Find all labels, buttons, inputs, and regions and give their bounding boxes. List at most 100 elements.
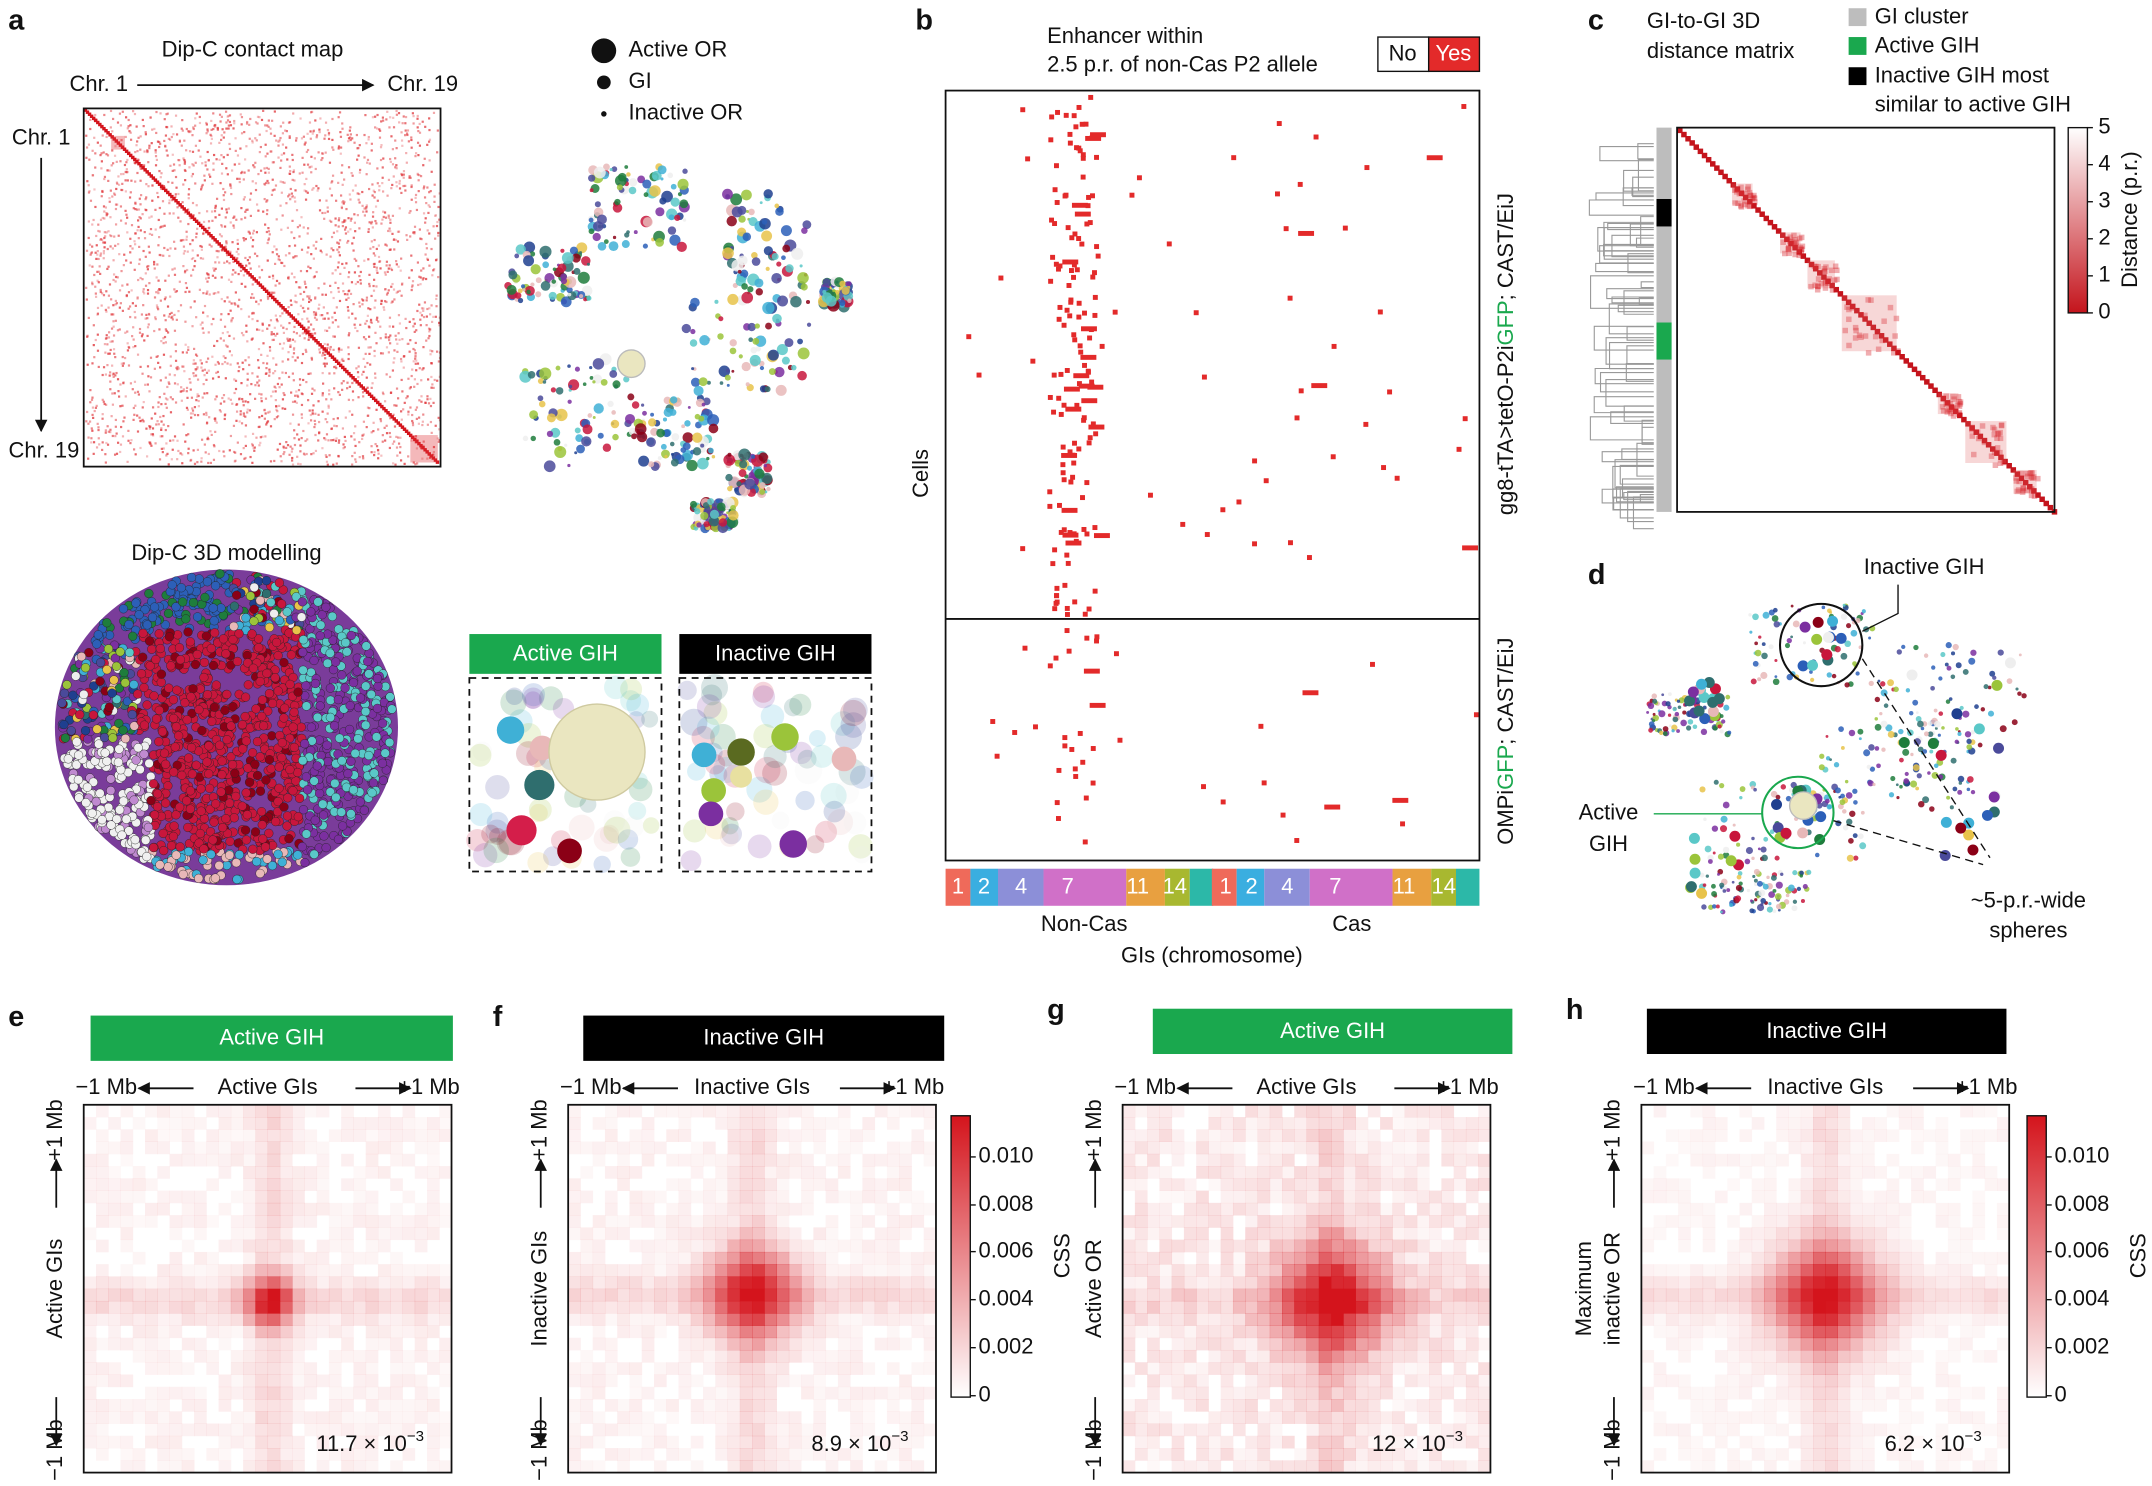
contact (344, 232, 348, 235)
contact (302, 378, 305, 382)
contact (416, 309, 419, 313)
contact (272, 372, 275, 375)
contact (310, 253, 313, 256)
contact (257, 384, 260, 387)
contact (118, 289, 122, 292)
contact (106, 443, 110, 446)
bead (681, 424, 686, 429)
legend-label: Inactive OR (629, 100, 744, 125)
diagonal (110, 135, 114, 139)
bead (539, 245, 552, 258)
contact (284, 371, 287, 375)
contact (177, 216, 180, 219)
contact (353, 141, 356, 144)
contact (392, 413, 395, 416)
contact (314, 247, 318, 250)
diagonal (145, 170, 149, 174)
contact (119, 302, 122, 305)
contact (242, 274, 245, 277)
contact (170, 316, 173, 319)
bead (612, 203, 623, 213)
bead (724, 374, 731, 381)
contact (129, 191, 132, 194)
contact (243, 239, 246, 242)
contact (337, 350, 341, 353)
contact (183, 168, 187, 172)
bead (669, 408, 677, 416)
contact (429, 353, 432, 356)
contact (296, 433, 299, 436)
contact (189, 412, 193, 415)
contact (264, 181, 268, 185)
contact (136, 140, 139, 143)
contact (180, 127, 183, 130)
contact (268, 233, 271, 236)
diagonal (201, 225, 205, 230)
contact (205, 272, 209, 275)
contact (392, 288, 396, 291)
contact (106, 267, 109, 271)
diagonal (277, 301, 281, 306)
bead (588, 217, 594, 223)
contact (228, 142, 231, 146)
contact (186, 208, 190, 211)
contact (343, 446, 346, 449)
contact (242, 368, 245, 371)
contact (394, 157, 397, 160)
contact (309, 413, 312, 417)
bead (825, 295, 837, 307)
contact (389, 160, 392, 163)
contact (138, 245, 141, 249)
contact (123, 253, 126, 256)
contact (160, 447, 163, 450)
contact (369, 308, 372, 311)
contact (354, 282, 357, 286)
contact (275, 279, 279, 283)
contact (164, 376, 167, 379)
contact (370, 445, 373, 448)
diagonal (328, 353, 333, 357)
contact (323, 353, 326, 356)
contact (306, 132, 309, 135)
contact (383, 308, 386, 311)
contact (88, 264, 91, 267)
contact (258, 150, 261, 154)
contact (435, 297, 438, 301)
contact (384, 439, 387, 442)
contact (375, 269, 378, 272)
contact (271, 338, 274, 342)
bead (345, 701, 355, 711)
contact (307, 320, 310, 323)
bead (538, 400, 546, 408)
contact (192, 374, 196, 378)
contact (157, 289, 160, 292)
diagonal (96, 120, 100, 125)
bead (763, 189, 773, 199)
contact (291, 338, 295, 341)
contact (406, 129, 410, 132)
contact (144, 255, 147, 258)
contact (291, 158, 294, 162)
contact (379, 129, 382, 132)
contact (136, 390, 140, 393)
structure-3d (504, 163, 854, 534)
contact (115, 371, 118, 375)
contact (418, 144, 422, 147)
contact (293, 236, 296, 240)
contact (133, 161, 136, 164)
contact (358, 192, 361, 196)
contact (371, 382, 374, 385)
contact (408, 211, 411, 215)
contact (86, 335, 89, 338)
contact (194, 117, 197, 120)
diagonal (345, 369, 349, 374)
contact (282, 326, 285, 330)
contact (419, 283, 422, 286)
contact (218, 409, 222, 412)
contact (410, 439, 413, 442)
contact (250, 442, 254, 446)
contact (140, 335, 144, 338)
contact (280, 153, 283, 156)
contact (317, 420, 321, 424)
contact (373, 265, 376, 268)
